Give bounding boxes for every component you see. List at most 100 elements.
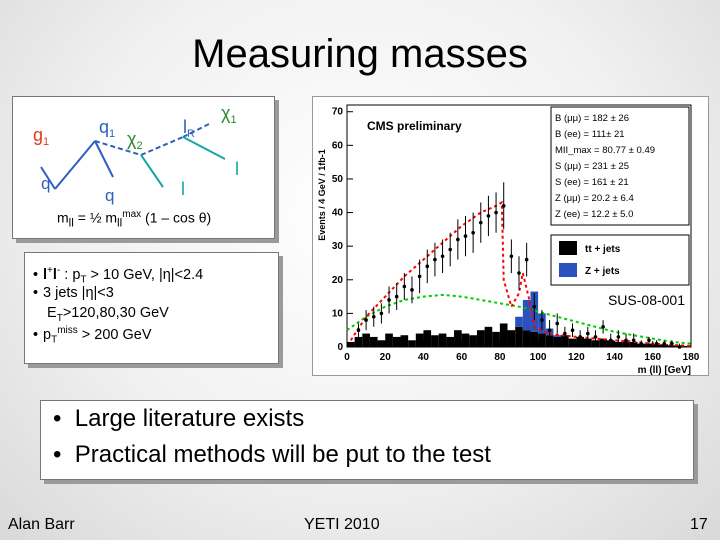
fit-result-line: B (ee) = 111± 21 — [555, 129, 625, 140]
hist-bar — [423, 330, 432, 347]
bullet-item: • Large literature exists — [53, 405, 305, 432]
hist-bar — [553, 335, 562, 337]
data-point — [647, 338, 651, 343]
lepton-bottom-line — [140, 154, 164, 188]
footer-event: YETI 2010 — [304, 516, 380, 533]
y-tick-label: 40 — [332, 208, 344, 219]
label-lepton-bottom: l — [181, 179, 185, 199]
label-gluino: g1 — [33, 125, 49, 148]
endpoint-formula: mll = ½ mllmax (1 – cos θ) — [57, 209, 212, 230]
hist-bar — [553, 336, 562, 347]
cut-line: • pTmiss > 200 GeV — [33, 325, 152, 346]
fit-result-line: Z (μμ) = 20.2 ± 6.4 — [555, 193, 634, 204]
cut-line: • 3 jets |η|<3 — [33, 285, 114, 301]
summary-bullets-panel: • Large literature exists • Practical me… — [40, 400, 694, 480]
hist-bar — [561, 335, 569, 347]
x-tick-label: 140 — [606, 352, 623, 363]
data-point — [670, 341, 674, 346]
lepton-right-line — [182, 136, 226, 160]
data-point — [555, 321, 560, 326]
data-point — [532, 304, 537, 309]
fit-result-line: B (μμ) = 182 ± 26 — [555, 113, 629, 124]
hist-bar — [347, 341, 355, 347]
data-point — [371, 314, 376, 319]
label-chi2: χ2 — [127, 129, 143, 152]
data-point — [639, 341, 644, 346]
data-point — [593, 335, 598, 339]
hist-bar — [369, 336, 378, 347]
x-tick-label: 100 — [530, 352, 547, 363]
data-point — [394, 294, 399, 299]
data-point — [608, 338, 613, 343]
label-quark-left: q — [41, 174, 50, 193]
y-tick-label: 0 — [337, 342, 343, 353]
data-point — [364, 318, 368, 322]
hist-bar — [522, 330, 531, 347]
data-point — [624, 338, 628, 343]
hist-bar — [507, 330, 516, 347]
data-point — [456, 237, 460, 242]
hist-bar — [476, 330, 485, 347]
chart-title: CMS preliminary — [367, 119, 462, 133]
background-fit-curve — [346, 293, 692, 345]
x-tick-label: 40 — [418, 352, 430, 363]
data-point — [501, 204, 506, 208]
hist-bar — [415, 333, 424, 347]
data-point — [631, 338, 636, 343]
mll-histogram: 0 20 40 60 80 100 120 140 160 180 0 10 20 30 40 50 60 70 m… — [317, 104, 700, 376]
hist-bar — [499, 323, 508, 347]
hist-bar — [515, 326, 523, 347]
legend-swatch — [559, 241, 577, 255]
squark-line — [94, 140, 142, 156]
fit-result-line: MII_max = 80.77 ± 0.49 — [555, 145, 655, 156]
data-point — [570, 328, 575, 332]
data-point — [616, 335, 621, 339]
data-point — [471, 230, 475, 235]
data-point — [402, 284, 407, 289]
data-point — [517, 271, 521, 275]
hist-bar — [645, 343, 653, 347]
cut-line: ET>120,80,30 GeV — [43, 305, 169, 324]
data-point — [524, 257, 529, 262]
y-tick-label: 60 — [332, 140, 344, 151]
hist-bar — [515, 316, 523, 327]
data-point — [601, 325, 605, 329]
hist-bar — [568, 338, 577, 347]
fit-results-box — [550, 106, 690, 226]
x-tick-label: 120 — [568, 352, 585, 363]
data-point — [448, 247, 452, 252]
cms-plot-panel: 0 20 40 60 80 100 120 140 160 180 0 10 20 30 40 50 60 70 m… — [312, 96, 709, 376]
label-lepton-right: l — [235, 159, 239, 179]
data-point — [425, 264, 430, 269]
data-point — [410, 288, 414, 292]
hist-bar — [385, 333, 393, 347]
decay-diagram: g1 q1 χ2 lR χ1 q q l l — [33, 103, 239, 205]
x-tick-label: 60 — [456, 352, 468, 363]
label-slepton: lR — [183, 117, 195, 140]
total-fit-curve — [349, 200, 692, 347]
selection-cuts-panel: • l+l- : pT > 10 GeV, |η|<2.4 • 3 jets |η… — [24, 252, 279, 364]
hist-bar — [484, 326, 493, 347]
hist-bar — [392, 336, 401, 347]
cut-line: • l+l- : pT > 10 GeV, |η|<2.4 — [33, 265, 204, 286]
hist-bar — [400, 335, 409, 347]
page-number: 17 — [690, 516, 708, 533]
data-point — [463, 234, 468, 238]
x-tick-label: 80 — [494, 352, 506, 363]
quark-bottom-line — [94, 140, 114, 178]
x-tick-label: 20 — [380, 352, 392, 363]
y-tick-label: 50 — [332, 174, 344, 185]
data-point — [486, 214, 491, 218]
data-point — [478, 220, 483, 225]
data-point — [540, 318, 544, 322]
data-point — [417, 274, 422, 279]
hist-bar — [408, 340, 416, 347]
quark-left-line — [40, 166, 56, 190]
x-axis-label: m (ll) [GeV] — [638, 365, 691, 375]
hist-bar — [492, 331, 500, 347]
hist-bar — [446, 336, 455, 347]
x-tick-label: 180 — [683, 352, 700, 363]
decay-diagram-panel: g1 q1 χ2 lR χ1 q q l l mll = ½ mllmax (1… — [12, 96, 275, 239]
hist-bar — [354, 336, 363, 347]
data-point — [433, 257, 437, 262]
